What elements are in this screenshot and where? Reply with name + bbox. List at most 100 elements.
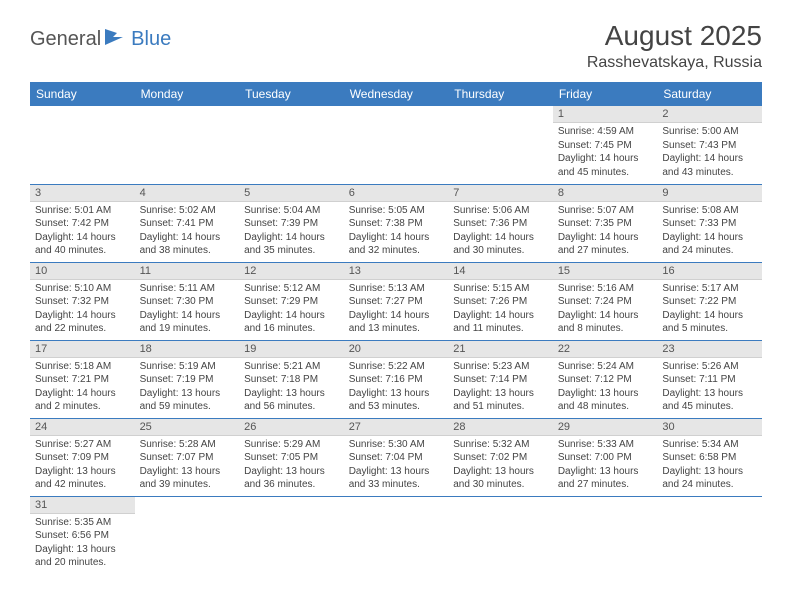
day-number: 17 <box>30 341 135 358</box>
weekday-header-row: SundayMondayTuesdayWednesdayThursdayFrid… <box>30 82 762 106</box>
day-info: Sunrise: 5:16 AMSunset: 7:24 PMDaylight:… <box>553 280 658 340</box>
day-info: Sunrise: 5:02 AMSunset: 7:41 PMDaylight:… <box>135 202 240 262</box>
day-info: Sunrise: 5:07 AMSunset: 7:35 PMDaylight:… <box>553 202 658 262</box>
calendar-cell <box>135 496 240 574</box>
calendar-cell <box>448 496 553 574</box>
day-info: Sunrise: 5:11 AMSunset: 7:30 PMDaylight:… <box>135 280 240 340</box>
month-title: August 2025 <box>587 20 762 52</box>
calendar-cell: 19Sunrise: 5:21 AMSunset: 7:18 PMDayligh… <box>239 340 344 418</box>
day-info: Sunrise: 5:24 AMSunset: 7:12 PMDaylight:… <box>553 358 658 418</box>
day-info: Sunrise: 5:19 AMSunset: 7:19 PMDaylight:… <box>135 358 240 418</box>
calendar-cell: 5Sunrise: 5:04 AMSunset: 7:39 PMDaylight… <box>239 184 344 262</box>
logo: General Blue <box>30 28 171 51</box>
day-info: Sunrise: 5:01 AMSunset: 7:42 PMDaylight:… <box>30 202 135 262</box>
day-number: 22 <box>553 341 658 358</box>
calendar-cell: 31Sunrise: 5:35 AMSunset: 6:56 PMDayligh… <box>30 496 135 574</box>
calendar-cell <box>30 106 135 184</box>
day-info: Sunrise: 5:08 AMSunset: 7:33 PMDaylight:… <box>657 202 762 262</box>
day-number: 9 <box>657 185 762 202</box>
calendar-body: 1Sunrise: 4:59 AMSunset: 7:45 PMDaylight… <box>30 106 762 574</box>
calendar-row: 1Sunrise: 4:59 AMSunset: 7:45 PMDaylight… <box>30 106 762 184</box>
calendar-cell <box>239 106 344 184</box>
day-info: Sunrise: 5:04 AMSunset: 7:39 PMDaylight:… <box>239 202 344 262</box>
day-number: 10 <box>30 263 135 280</box>
day-number: 24 <box>30 419 135 436</box>
calendar-cell: 8Sunrise: 5:07 AMSunset: 7:35 PMDaylight… <box>553 184 658 262</box>
calendar-cell: 30Sunrise: 5:34 AMSunset: 6:58 PMDayligh… <box>657 418 762 496</box>
calendar-cell <box>657 496 762 574</box>
day-info: Sunrise: 5:29 AMSunset: 7:05 PMDaylight:… <box>239 436 344 496</box>
day-number: 20 <box>344 341 449 358</box>
day-info: Sunrise: 5:00 AMSunset: 7:43 PMDaylight:… <box>657 123 762 183</box>
day-number: 23 <box>657 341 762 358</box>
calendar-cell: 15Sunrise: 5:16 AMSunset: 7:24 PMDayligh… <box>553 262 658 340</box>
day-info: Sunrise: 5:23 AMSunset: 7:14 PMDaylight:… <box>448 358 553 418</box>
day-number: 7 <box>448 185 553 202</box>
day-number: 29 <box>553 419 658 436</box>
day-number: 5 <box>239 185 344 202</box>
calendar-cell <box>448 106 553 184</box>
calendar-cell: 16Sunrise: 5:17 AMSunset: 7:22 PMDayligh… <box>657 262 762 340</box>
day-info: Sunrise: 5:22 AMSunset: 7:16 PMDaylight:… <box>344 358 449 418</box>
day-info: Sunrise: 5:06 AMSunset: 7:36 PMDaylight:… <box>448 202 553 262</box>
flag-icon <box>105 29 127 50</box>
day-number: 28 <box>448 419 553 436</box>
location: Rasshevatskaya, Russia <box>587 54 762 72</box>
day-info: Sunrise: 5:33 AMSunset: 7:00 PMDaylight:… <box>553 436 658 496</box>
header: General Blue August 2025 Rasshevatskaya,… <box>30 20 762 72</box>
day-info: Sunrise: 5:32 AMSunset: 7:02 PMDaylight:… <box>448 436 553 496</box>
weekday-header: Friday <box>553 82 658 106</box>
calendar-row: 24Sunrise: 5:27 AMSunset: 7:09 PMDayligh… <box>30 418 762 496</box>
calendar-cell: 26Sunrise: 5:29 AMSunset: 7:05 PMDayligh… <box>239 418 344 496</box>
day-number: 14 <box>448 263 553 280</box>
calendar-row: 17Sunrise: 5:18 AMSunset: 7:21 PMDayligh… <box>30 340 762 418</box>
day-number: 27 <box>344 419 449 436</box>
calendar-row: 10Sunrise: 5:10 AMSunset: 7:32 PMDayligh… <box>30 262 762 340</box>
calendar-cell: 2Sunrise: 5:00 AMSunset: 7:43 PMDaylight… <box>657 106 762 184</box>
calendar-cell <box>344 496 449 574</box>
day-info: Sunrise: 5:27 AMSunset: 7:09 PMDaylight:… <box>30 436 135 496</box>
calendar-cell: 17Sunrise: 5:18 AMSunset: 7:21 PMDayligh… <box>30 340 135 418</box>
calendar-cell: 1Sunrise: 4:59 AMSunset: 7:45 PMDaylight… <box>553 106 658 184</box>
calendar-cell: 22Sunrise: 5:24 AMSunset: 7:12 PMDayligh… <box>553 340 658 418</box>
day-info: Sunrise: 5:15 AMSunset: 7:26 PMDaylight:… <box>448 280 553 340</box>
day-number: 3 <box>30 185 135 202</box>
calendar-cell: 23Sunrise: 5:26 AMSunset: 7:11 PMDayligh… <box>657 340 762 418</box>
calendar-cell: 18Sunrise: 5:19 AMSunset: 7:19 PMDayligh… <box>135 340 240 418</box>
day-number: 18 <box>135 341 240 358</box>
day-number: 16 <box>657 263 762 280</box>
day-number: 1 <box>553 106 658 123</box>
day-number: 12 <box>239 263 344 280</box>
day-number: 8 <box>553 185 658 202</box>
calendar-cell: 25Sunrise: 5:28 AMSunset: 7:07 PMDayligh… <box>135 418 240 496</box>
day-info: Sunrise: 5:21 AMSunset: 7:18 PMDaylight:… <box>239 358 344 418</box>
calendar-table: SundayMondayTuesdayWednesdayThursdayFrid… <box>30 82 762 574</box>
day-number: 11 <box>135 263 240 280</box>
day-number: 6 <box>344 185 449 202</box>
day-number: 2 <box>657 106 762 123</box>
weekday-header: Thursday <box>448 82 553 106</box>
day-number: 13 <box>344 263 449 280</box>
calendar-cell <box>553 496 658 574</box>
day-number: 30 <box>657 419 762 436</box>
day-info: Sunrise: 5:17 AMSunset: 7:22 PMDaylight:… <box>657 280 762 340</box>
weekday-header: Tuesday <box>239 82 344 106</box>
day-info: Sunrise: 5:10 AMSunset: 7:32 PMDaylight:… <box>30 280 135 340</box>
day-number: 26 <box>239 419 344 436</box>
calendar-cell: 9Sunrise: 5:08 AMSunset: 7:33 PMDaylight… <box>657 184 762 262</box>
calendar-row: 3Sunrise: 5:01 AMSunset: 7:42 PMDaylight… <box>30 184 762 262</box>
calendar-row: 31Sunrise: 5:35 AMSunset: 6:56 PMDayligh… <box>30 496 762 574</box>
day-info: Sunrise: 5:35 AMSunset: 6:56 PMDaylight:… <box>30 514 135 574</box>
day-number: 21 <box>448 341 553 358</box>
calendar-cell: 29Sunrise: 5:33 AMSunset: 7:00 PMDayligh… <box>553 418 658 496</box>
calendar-cell <box>135 106 240 184</box>
day-info: Sunrise: 5:26 AMSunset: 7:11 PMDaylight:… <box>657 358 762 418</box>
calendar-cell: 20Sunrise: 5:22 AMSunset: 7:16 PMDayligh… <box>344 340 449 418</box>
logo-text-general: General <box>30 28 101 51</box>
day-info: Sunrise: 5:12 AMSunset: 7:29 PMDaylight:… <box>239 280 344 340</box>
weekday-header: Saturday <box>657 82 762 106</box>
calendar-cell: 27Sunrise: 5:30 AMSunset: 7:04 PMDayligh… <box>344 418 449 496</box>
logo-text-blue: Blue <box>131 28 171 51</box>
calendar-cell: 6Sunrise: 5:05 AMSunset: 7:38 PMDaylight… <box>344 184 449 262</box>
day-info: Sunrise: 5:18 AMSunset: 7:21 PMDaylight:… <box>30 358 135 418</box>
